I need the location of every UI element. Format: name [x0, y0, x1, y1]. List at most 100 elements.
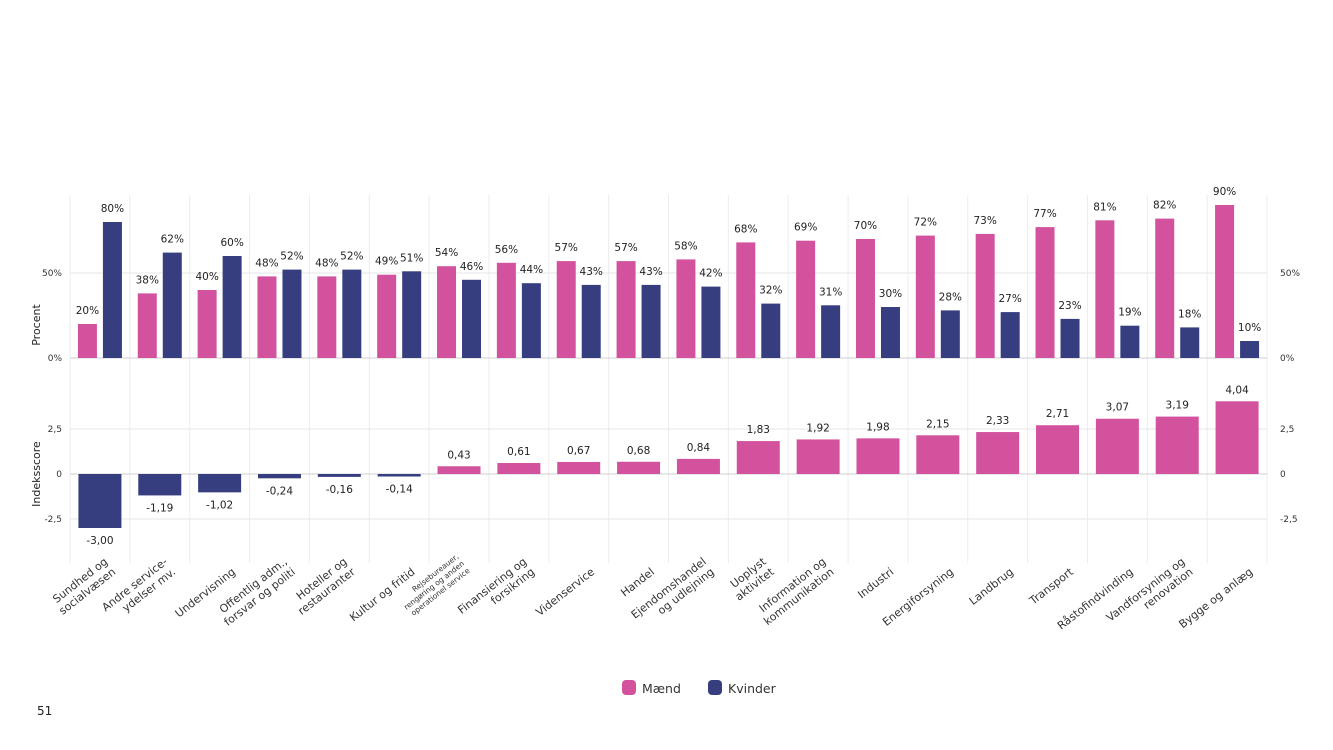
index-label: 1,98 — [866, 421, 889, 433]
label-maend: 72% — [914, 217, 937, 229]
category-label: Andre service-ydelser mv. — [100, 555, 179, 624]
index-bar — [676, 458, 720, 474]
bar-maend — [377, 274, 397, 358]
bar-kvinder — [162, 252, 182, 358]
index-label: -3,00 — [86, 535, 113, 547]
index-label: 3,07 — [1106, 402, 1129, 414]
label-kvinder: 60% — [220, 237, 243, 249]
label-kvinder: 43% — [639, 266, 662, 278]
label-maend: 20% — [76, 305, 99, 317]
index-bar — [437, 466, 481, 474]
bar-kvinder — [1120, 325, 1140, 358]
label-maend: 40% — [195, 271, 218, 283]
index-label: 0,61 — [507, 446, 530, 458]
label-kvinder: 43% — [580, 266, 603, 278]
index-bar — [736, 441, 780, 474]
index-bar — [976, 432, 1020, 474]
bar-kvinder — [1240, 341, 1260, 358]
top-ytick-left: 50% — [42, 269, 62, 279]
index-bar — [317, 474, 361, 477]
label-maend: 81% — [1093, 201, 1116, 213]
label-maend: 38% — [136, 274, 159, 286]
bar-maend — [496, 262, 516, 358]
bar-maend — [975, 233, 995, 358]
index-label: 2,15 — [926, 418, 949, 430]
label-kvinder: 10% — [1238, 322, 1261, 334]
bar-maend — [1215, 205, 1235, 358]
label-maend: 48% — [255, 257, 278, 269]
index-bar — [257, 474, 301, 479]
label-kvinder: 44% — [520, 264, 543, 276]
index-bar — [1095, 418, 1139, 474]
index-bar — [856, 438, 900, 474]
category-label: Kultur og fritid — [347, 565, 417, 624]
label-maend: 57% — [614, 242, 637, 254]
bottom-ytick-right: 0 — [1280, 470, 1286, 480]
index-label: -0,24 — [266, 485, 293, 497]
label-kvinder: 23% — [1058, 300, 1081, 312]
label-kvinder: 42% — [699, 268, 722, 280]
bar-maend — [137, 293, 157, 358]
label-maend: 90% — [1213, 186, 1236, 198]
bottom-ytick-right: 2,5 — [1280, 425, 1294, 435]
top-ytick-left: 0% — [48, 354, 63, 364]
index-label: 2,71 — [1046, 408, 1069, 420]
label-kvinder: 52% — [340, 251, 363, 263]
bottom-panel-bars: -3,00 -1,19 -1,02 -0,24 -0,16 -0,14 0,43 0,61 0,… — [78, 384, 1259, 547]
index-bar — [1036, 425, 1080, 474]
category-label: Transport — [1026, 565, 1076, 608]
index-label: 0,43 — [447, 449, 470, 461]
bottom-ylabel: Indeksscore — [30, 441, 43, 507]
category-label: Ejendomshandelog udlejning — [629, 555, 717, 632]
index-bar — [1215, 401, 1259, 474]
bar-kvinder — [821, 305, 841, 358]
bar-maend — [855, 239, 875, 358]
top-ytick-right: 50% — [1280, 269, 1300, 279]
label-maend: 70% — [854, 220, 877, 232]
label-maend: 58% — [674, 240, 697, 252]
label-maend: 56% — [495, 244, 518, 256]
bar-maend — [915, 235, 935, 358]
index-bar — [138, 474, 182, 496]
bar-kvinder — [282, 269, 302, 358]
bar-maend — [736, 242, 756, 358]
legend: Mænd Kvinder — [622, 680, 777, 696]
bar-maend — [77, 324, 97, 358]
index-bar — [497, 463, 541, 474]
index-label: -0,16 — [326, 484, 353, 496]
bar-kvinder — [641, 284, 661, 358]
label-maend: 77% — [1033, 208, 1056, 220]
bar-maend — [1095, 220, 1115, 358]
index-label: -1,19 — [146, 502, 173, 514]
label-maend: 54% — [435, 247, 458, 259]
legend-swatch-kvinder — [708, 680, 722, 695]
index-label: 0,68 — [627, 445, 650, 457]
bar-kvinder — [342, 269, 362, 358]
category-label: Landbrug — [967, 565, 1016, 607]
index-label: 0,67 — [567, 445, 590, 457]
index-bar — [377, 474, 421, 477]
bar-kvinder — [402, 271, 422, 358]
index-label: 4,04 — [1225, 384, 1249, 396]
top-ylabel: Procent — [30, 304, 43, 346]
bar-kvinder — [701, 286, 721, 358]
bar-maend — [197, 290, 217, 358]
bar-kvinder — [462, 279, 482, 358]
label-maend: 68% — [734, 223, 757, 235]
top-panel-bars: 20% 38% 40% 48% 48% 49% 54% 56% 57% 57% 58% 68% 69% 7… — [76, 186, 1261, 358]
label-kvinder: 28% — [939, 291, 962, 303]
index-bar — [617, 461, 661, 474]
index-label: 1,83 — [747, 424, 770, 436]
index-label: 0,84 — [687, 442, 711, 454]
bar-kvinder — [761, 303, 781, 358]
bottom-ytick-left: 0 — [56, 470, 62, 480]
legend-label-kvinder: Kvinder — [728, 681, 777, 696]
category-label-line: Videnservice — [534, 565, 598, 619]
bar-kvinder — [1000, 312, 1020, 358]
category-label: Videnservice — [534, 565, 598, 619]
bottom-ytick-right: -2,5 — [1280, 515, 1298, 525]
bar-maend — [676, 259, 696, 358]
label-kvinder: 62% — [161, 234, 184, 246]
